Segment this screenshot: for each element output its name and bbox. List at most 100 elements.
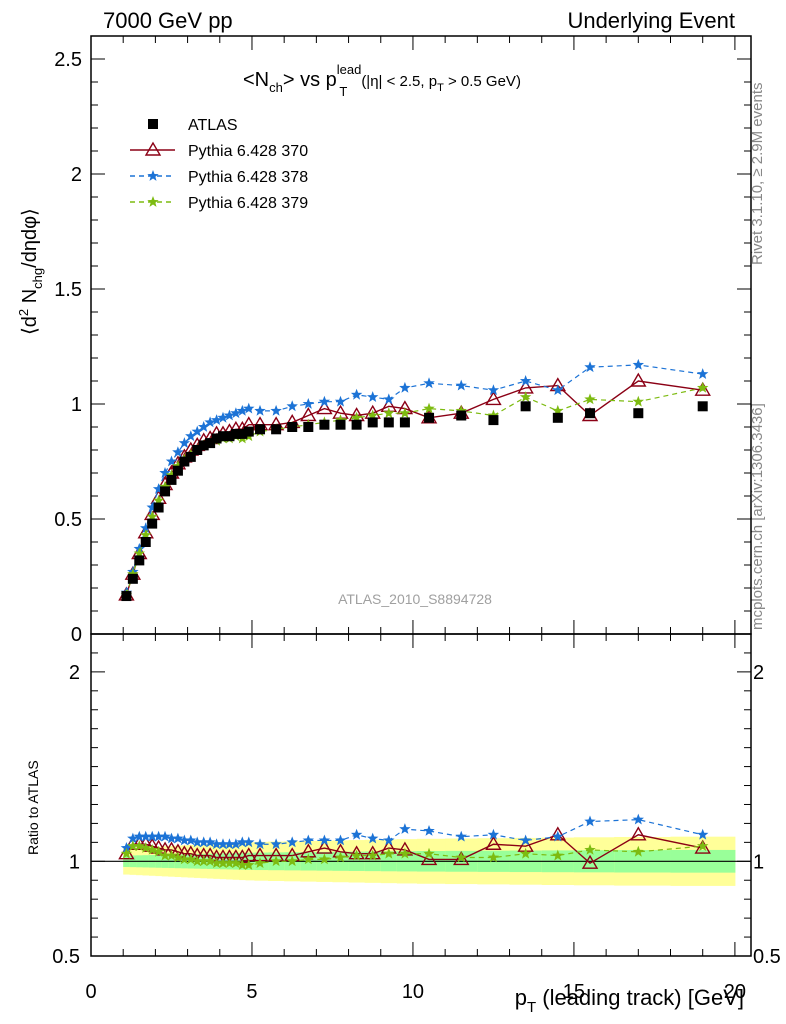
data-point	[166, 474, 177, 485]
ratio-point	[453, 851, 470, 866]
data-point	[399, 381, 411, 393]
data-point	[191, 425, 203, 437]
ratio-series	[118, 813, 711, 870]
data-point	[350, 411, 363, 423]
ratio-tick-label-right: 0.5	[753, 946, 781, 968]
data-point	[152, 494, 165, 506]
ratio-point	[367, 849, 379, 861]
data-point	[300, 407, 317, 422]
data-point	[159, 467, 171, 478]
data-point	[383, 417, 394, 428]
data-point	[423, 377, 435, 389]
data-point	[487, 384, 500, 396]
data-point	[205, 438, 216, 449]
ratio-point	[519, 847, 532, 859]
data-point	[367, 417, 378, 428]
data-point	[488, 415, 499, 426]
ratio-point	[217, 838, 229, 850]
ratio-point	[302, 853, 314, 865]
data-point	[552, 404, 564, 416]
data-point	[140, 529, 152, 540]
ratio-point	[455, 830, 467, 842]
ratio-point	[316, 839, 333, 854]
data-point	[210, 414, 223, 425]
data-point	[287, 422, 298, 432]
ratio-point	[133, 840, 145, 851]
ratio-point	[152, 845, 165, 857]
data-point	[519, 391, 532, 402]
data-point	[204, 416, 216, 428]
data-point	[423, 402, 435, 414]
data-point	[367, 409, 379, 421]
ratio-point	[399, 823, 411, 834]
data-point	[697, 381, 709, 393]
legend-entry-2: Pythia 6.428 378	[130, 169, 308, 186]
ratio-point	[318, 834, 331, 846]
ratio-point	[383, 847, 395, 859]
series-1	[118, 372, 711, 601]
legend-marker	[148, 119, 158, 129]
data-point	[319, 419, 330, 430]
ratio-point	[334, 851, 347, 863]
ratio-point	[120, 842, 133, 853]
ratio-point	[133, 830, 145, 842]
ratio-point	[172, 832, 184, 844]
data-point	[630, 372, 647, 387]
ratio-point	[383, 834, 395, 846]
ratio-point	[217, 857, 229, 868]
x-tick-label: 5	[246, 981, 257, 1003]
ratio-point	[172, 851, 184, 863]
ratio-point	[165, 832, 178, 844]
data-point	[165, 469, 178, 481]
ratio-tick-label: 0.5	[52, 946, 80, 968]
ratio-tick-label-right: 2	[753, 662, 764, 684]
ratio-point	[236, 836, 248, 848]
ratio-point	[165, 849, 178, 861]
ratio-plot-frame	[90, 633, 752, 957]
legend-label: ATLAS	[188, 117, 238, 134]
ratio-point	[270, 855, 282, 867]
ratio-point	[178, 853, 191, 865]
ratio-point	[632, 845, 644, 857]
ratio-point	[159, 830, 171, 842]
y-tick-label: 1.5	[54, 279, 82, 301]
ratio-point	[420, 851, 438, 866]
ratio-point	[630, 826, 647, 841]
data-point	[584, 361, 596, 373]
axis-ticks	[90, 36, 751, 957]
ratio-point	[350, 849, 363, 861]
ratio-point	[581, 854, 599, 869]
data-point	[230, 407, 242, 419]
ratio-point	[185, 853, 197, 865]
data-point	[399, 417, 410, 428]
data-point	[243, 426, 254, 437]
data-point	[633, 408, 644, 419]
data-series	[118, 358, 711, 602]
data-point	[632, 395, 644, 407]
legend-label: Pythia 6.428 378	[188, 169, 308, 186]
ratio-point	[552, 849, 564, 861]
legend-entry-3: Pythia 6.428 379	[130, 195, 308, 212]
ratio-point	[423, 825, 435, 836]
data-point	[303, 422, 314, 432]
x-tick-label: 15	[563, 981, 585, 1003]
data-point	[140, 522, 152, 534]
ratio-point	[140, 830, 152, 842]
ratio-point	[198, 836, 210, 848]
data-point	[147, 518, 158, 529]
data-point	[334, 414, 347, 425]
ratio-point	[254, 838, 266, 850]
data-point	[237, 428, 248, 439]
data-point	[286, 400, 298, 412]
ratio-tick-label-right: 1	[753, 851, 764, 873]
x-tick-label: 20	[724, 981, 746, 1003]
data-point	[318, 395, 331, 407]
data-point	[697, 401, 708, 412]
ratio-point	[552, 830, 564, 842]
ratio-point	[191, 855, 203, 867]
data-point	[146, 501, 158, 513]
data-point	[367, 391, 379, 402]
series-line	[125, 364, 703, 593]
ratio-point	[127, 832, 139, 844]
data-point	[140, 537, 151, 547]
